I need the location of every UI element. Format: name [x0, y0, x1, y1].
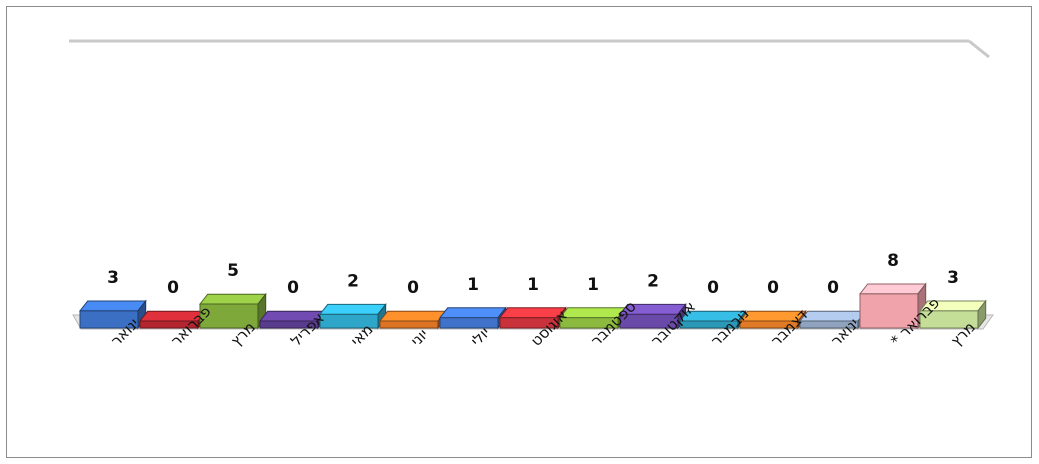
bar-top	[198, 293, 267, 305]
value-label: 0	[407, 278, 419, 298]
value-label: 2	[347, 271, 359, 291]
value-label: 1	[527, 275, 539, 295]
value-label: 0	[167, 278, 179, 298]
value-label: 5	[227, 261, 239, 281]
value-label: 3	[107, 268, 119, 288]
bar-side	[977, 299, 987, 330]
bar	[378, 309, 447, 330]
value-label: 1	[587, 275, 599, 295]
bar-top	[78, 300, 147, 312]
value-label: 0	[707, 278, 719, 298]
bar-top	[318, 303, 387, 315]
bar-top	[438, 307, 507, 319]
bar	[918, 299, 987, 330]
bar-front	[379, 320, 439, 329]
value-label: 0	[767, 278, 779, 298]
bar	[318, 302, 387, 330]
value-label: 0	[287, 278, 299, 298]
bar-front	[319, 313, 379, 329]
bar-top	[378, 310, 447, 322]
bar-top	[858, 283, 927, 295]
chart-back-wall	[69, 39, 990, 59]
bar	[438, 306, 507, 330]
bar-front	[859, 293, 919, 329]
value-label: 3	[947, 268, 959, 288]
bar	[858, 282, 927, 330]
value-labels-layer: 3 0 5 0 2 0 1 1 1 2 0 0 0 8 3	[107, 251, 959, 298]
bars-layer	[78, 282, 987, 330]
bar	[738, 309, 807, 330]
value-label: 0	[827, 278, 839, 298]
value-label: 8	[887, 251, 899, 271]
bar-front	[439, 317, 499, 329]
value-label: 1	[467, 275, 479, 295]
value-label: 2	[647, 271, 659, 291]
